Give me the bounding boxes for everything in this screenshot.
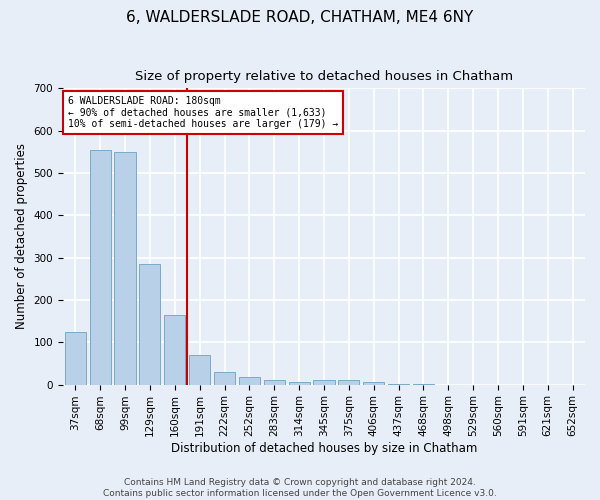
Bar bbox=[139, 264, 160, 384]
Title: Size of property relative to detached houses in Chatham: Size of property relative to detached ho… bbox=[135, 70, 513, 83]
Bar bbox=[89, 150, 111, 384]
X-axis label: Distribution of detached houses by size in Chatham: Distribution of detached houses by size … bbox=[171, 442, 477, 455]
Text: 6 WALDERSLADE ROAD: 180sqm
← 90% of detached houses are smaller (1,633)
10% of s: 6 WALDERSLADE ROAD: 180sqm ← 90% of deta… bbox=[68, 96, 338, 129]
Bar bbox=[313, 380, 335, 384]
Text: Contains HM Land Registry data © Crown copyright and database right 2024.
Contai: Contains HM Land Registry data © Crown c… bbox=[103, 478, 497, 498]
Bar bbox=[363, 382, 384, 384]
Bar bbox=[289, 382, 310, 384]
Bar bbox=[214, 372, 235, 384]
Bar bbox=[338, 380, 359, 384]
Bar bbox=[189, 355, 210, 384]
Bar bbox=[239, 377, 260, 384]
Bar bbox=[263, 380, 285, 384]
Bar bbox=[65, 332, 86, 384]
Y-axis label: Number of detached properties: Number of detached properties bbox=[15, 144, 28, 330]
Text: 6, WALDERSLADE ROAD, CHATHAM, ME4 6NY: 6, WALDERSLADE ROAD, CHATHAM, ME4 6NY bbox=[127, 10, 473, 25]
Bar bbox=[164, 315, 185, 384]
Bar bbox=[115, 152, 136, 384]
